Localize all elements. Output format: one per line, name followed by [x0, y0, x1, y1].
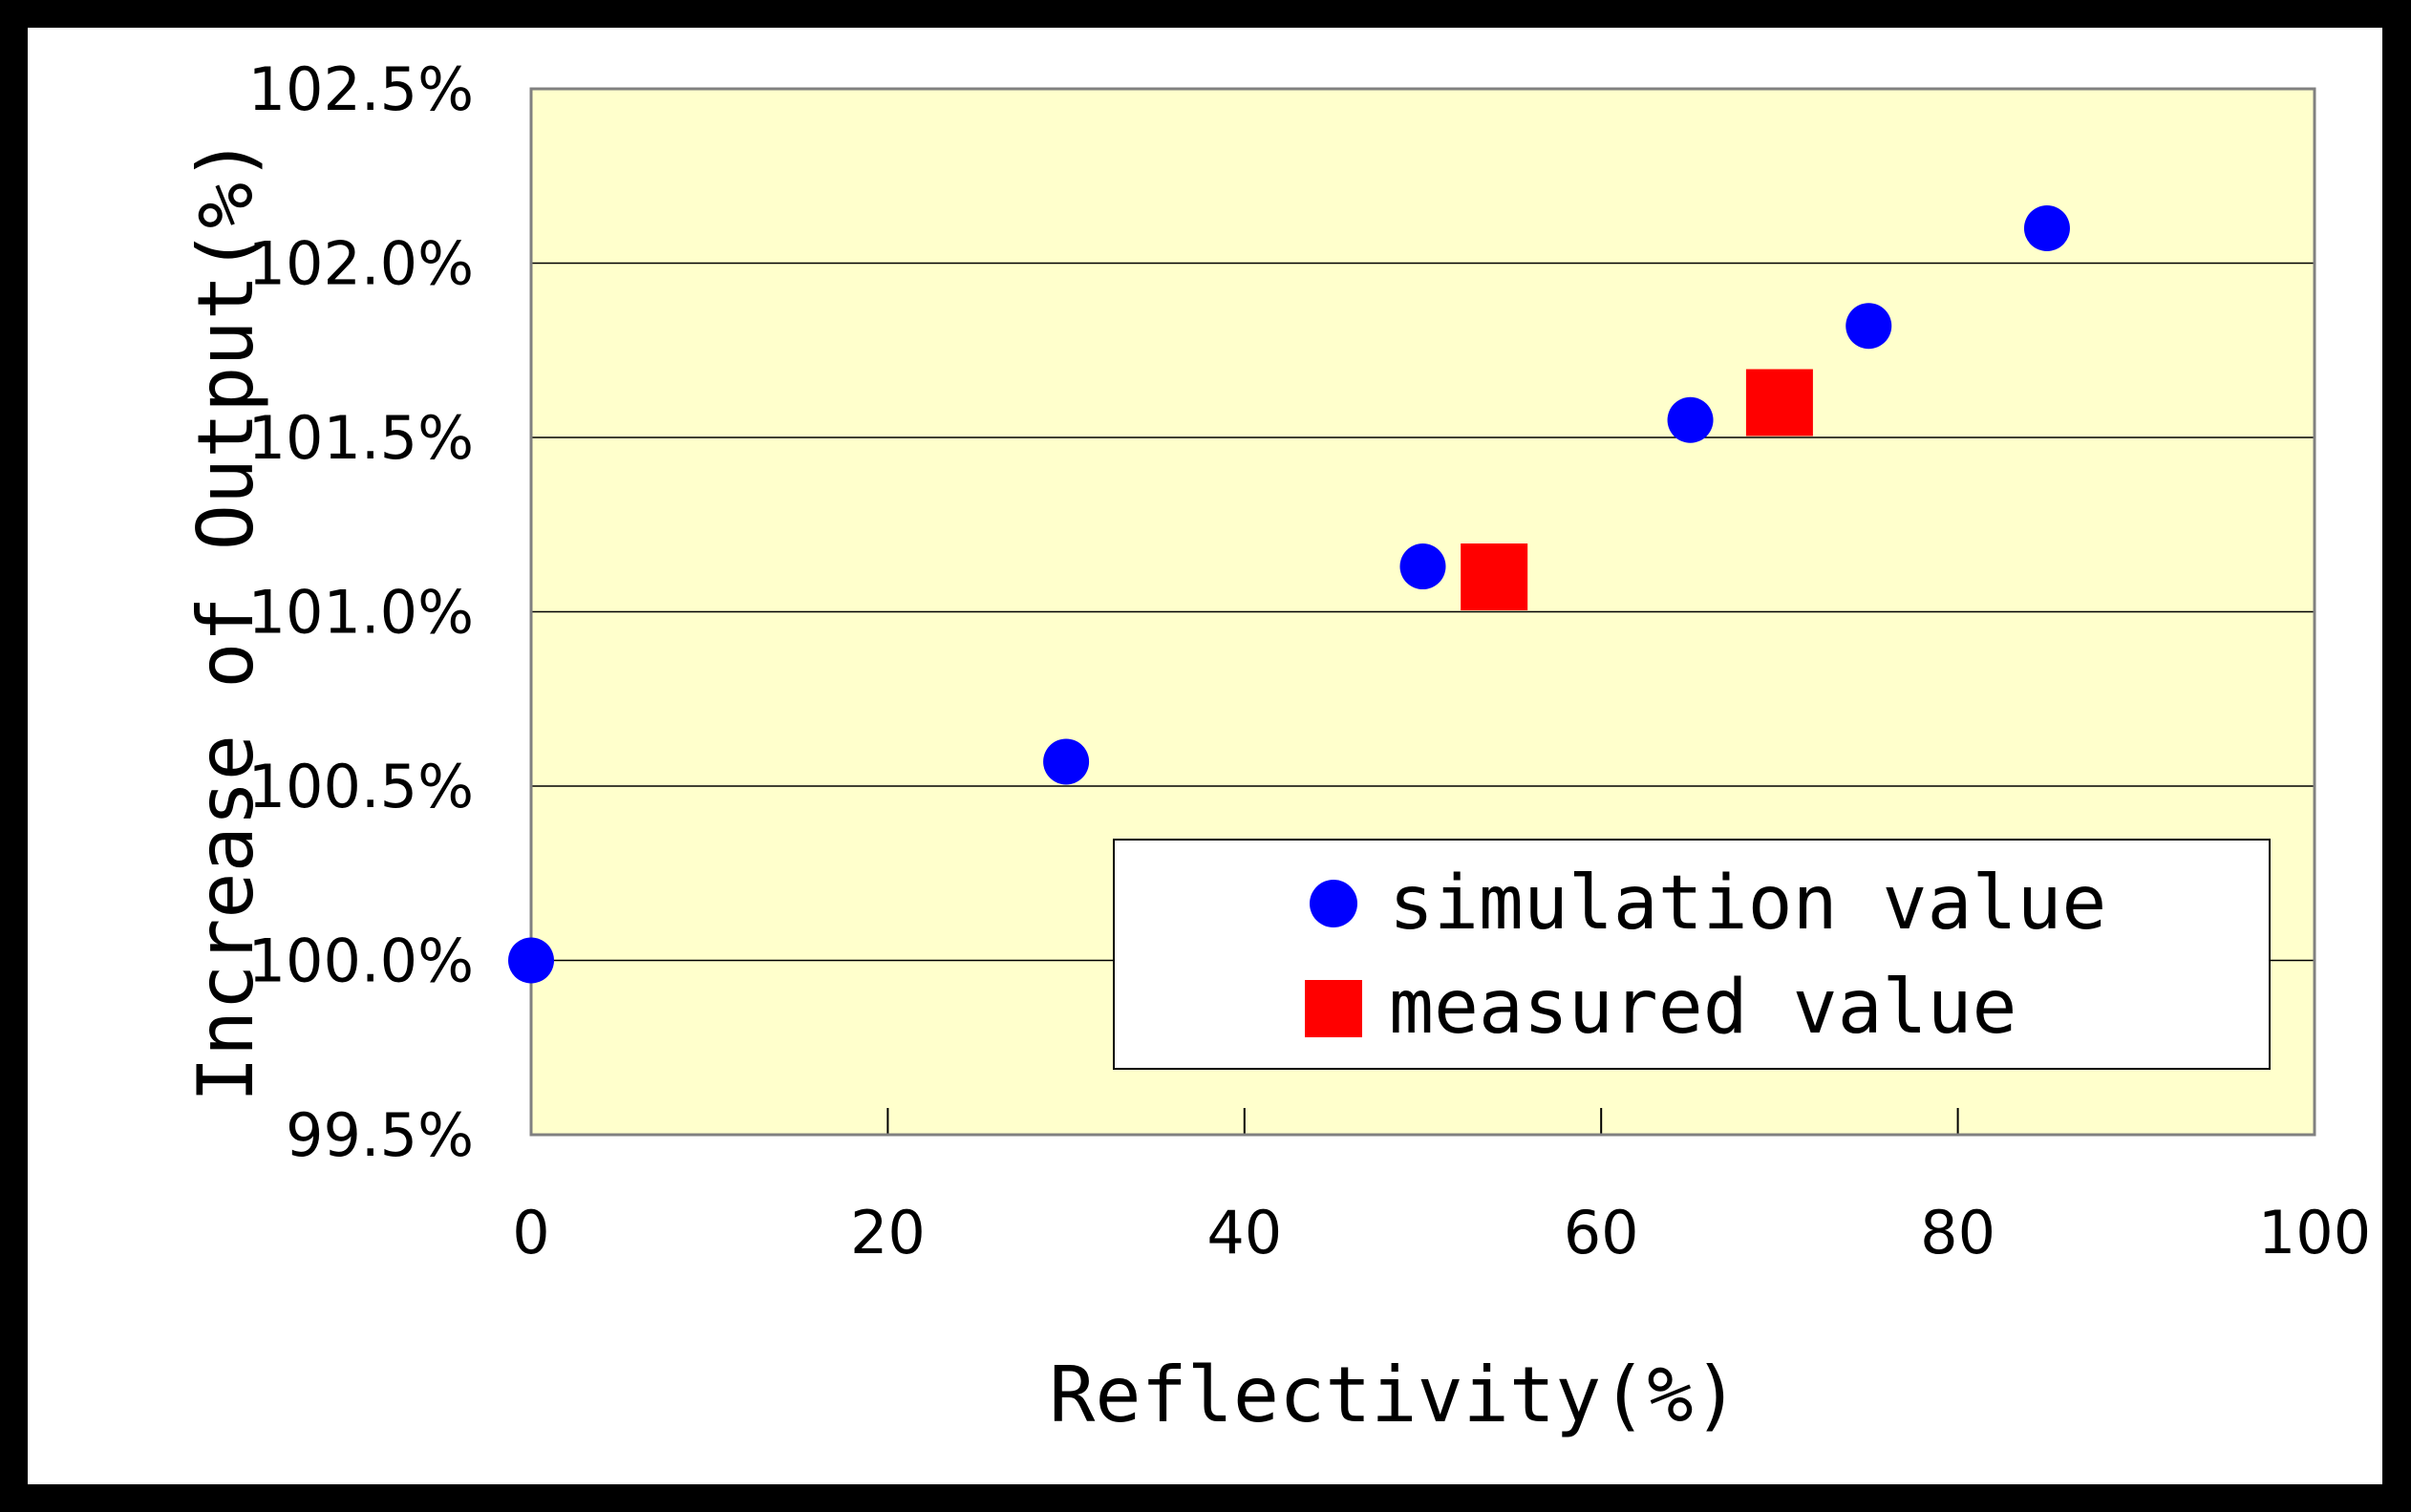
y-tick-label: 101.0%	[248, 578, 474, 648]
y-tick-label: 100.0%	[248, 926, 474, 996]
x-tick-label: 40	[1206, 1198, 1282, 1267]
legend-label-measured: measured value	[1389, 965, 2016, 1051]
y-tick-label: 101.5%	[248, 403, 474, 473]
data-points	[508, 205, 2070, 984]
y-axis-tick-labels: 99.5% 100.0% 100.5% 101.0% 101.5% 102.0% 102.5…	[248, 54, 474, 1170]
data-point-simulation	[508, 937, 554, 984]
x-axis-title: Reflectivity(%)	[1049, 1351, 1739, 1439]
x-tick-label: 20	[850, 1198, 926, 1267]
y-tick-label: 99.5%	[286, 1100, 474, 1170]
legend-marker-simulation	[1310, 880, 1357, 927]
data-point-simulation	[1399, 543, 1446, 590]
x-tick-label: 100	[2258, 1198, 2371, 1267]
y-tick-label: 102.0%	[248, 229, 474, 299]
chart-frame: 99.5% 100.0% 100.5% 101.0% 101.5% 102.0% 102.5…	[28, 28, 2382, 1484]
x-tick-label: 80	[1920, 1198, 1995, 1267]
x-axis-tick-labels: 0 20 40 60 80 100	[512, 1198, 2371, 1267]
y-tick-label: 102.5%	[248, 54, 474, 124]
data-point-measured	[1461, 543, 1528, 610]
x-tick-label: 0	[512, 1198, 549, 1267]
legend-marker-measured	[1305, 980, 1362, 1037]
data-point-simulation	[2023, 205, 2070, 251]
y-tick-label: 100.5%	[248, 752, 474, 821]
y-axis-title: Increase of Output(%)	[181, 137, 270, 1102]
legend: simulation value measured value	[1113, 839, 2271, 1070]
legend-label-simulation: simulation value	[1389, 861, 2106, 947]
data-point-simulation	[1846, 303, 1892, 350]
x-axis-ticks	[886, 1108, 1959, 1135]
scatter-chart: 99.5% 100.0% 100.5% 101.0% 101.5% 102.0% 102.5…	[181, 54, 2371, 1439]
plot-border	[529, 87, 2316, 1137]
data-point-simulation	[1043, 738, 1090, 785]
data-point-measured	[1745, 369, 1813, 437]
data-point-simulation	[1667, 396, 1714, 443]
x-tick-label: 60	[1564, 1198, 1639, 1267]
